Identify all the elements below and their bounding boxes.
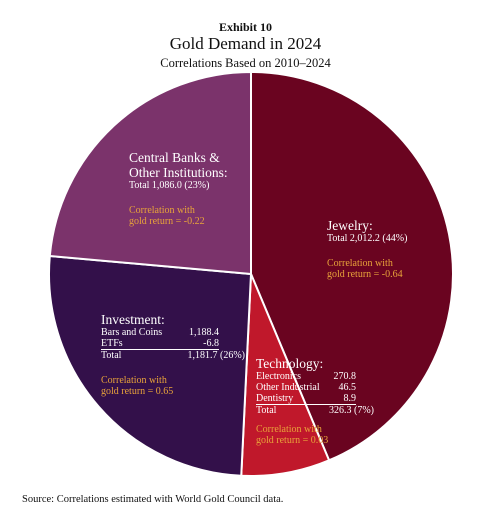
investment-label: Investment: Bars and Coins 1,188.4 ETFs … xyxy=(101,312,245,397)
technology-row-other: Other Industrial 46.5 xyxy=(256,382,374,393)
technology-heading: Technology: xyxy=(256,356,324,371)
investment-row-etfs: ETFs -6.8 xyxy=(101,338,219,350)
technology-total-value: 326.3 (7%) xyxy=(329,405,374,416)
jewelry-label: Jewelry: Total 2,012.2 (44%) Correlation… xyxy=(327,218,407,280)
technology-total-key: Total xyxy=(256,405,277,416)
investment-corr-line1: Correlation with xyxy=(101,375,167,386)
jewelry-corr-line2: gold return = -0.64 xyxy=(327,269,403,280)
investment-bars-value: 1,188.4 xyxy=(189,327,219,338)
central-banks-corr-line2: gold return = -0.22 xyxy=(129,216,205,227)
investment-total-value: 1,181.7 (26%) xyxy=(187,350,246,361)
source-note: Source: Correlations estimated with Worl… xyxy=(22,494,284,505)
investment-row-total: Total 1,181.7 (26%) xyxy=(101,350,245,361)
chart-title: Gold Demand in 2024 xyxy=(169,34,322,53)
jewelry-corr-line1: Correlation with xyxy=(327,258,393,269)
technology-corr-line1: Correlation with xyxy=(256,424,322,435)
technology-other-value: 46.5 xyxy=(338,382,357,393)
pie-slice-central-banks-other-institutions xyxy=(48,70,252,276)
technology-row-dentistry: Dentistry 8.9 xyxy=(256,393,356,405)
technology-dentistry-key: Dentistry xyxy=(256,393,294,404)
investment-etfs-value: -6.8 xyxy=(203,338,219,349)
investment-total-key: Total xyxy=(101,350,122,361)
investment-bars-key: Bars and Coins xyxy=(101,327,163,338)
investment-corr-line2: gold return = 0.65 xyxy=(101,386,174,397)
jewelry-heading: Jewelry: xyxy=(327,218,373,233)
central-banks-total: Total 1,086.0 (23%) xyxy=(129,180,210,191)
central-banks-heading-2: Other Institutions: xyxy=(129,165,228,180)
technology-corr-line2: gold return = 0.03 xyxy=(256,435,329,446)
technology-dentistry-value: 8.9 xyxy=(343,393,357,404)
pie-slice-investment xyxy=(48,254,253,477)
technology-electronics-value: 270.8 xyxy=(333,371,357,382)
technology-label: Technology: Electronics 270.8 Other Indu… xyxy=(256,356,374,446)
central-banks-heading-1: Central Banks & xyxy=(129,150,220,165)
investment-heading: Investment: xyxy=(101,312,165,327)
pie-slice-jewelry xyxy=(250,70,454,462)
investment-row-bars: Bars and Coins 1,188.4 xyxy=(101,327,245,338)
technology-row-electronics: Electronics 270.8 xyxy=(256,371,374,382)
technology-other-key: Other Industrial xyxy=(256,382,320,393)
jewelry-total: Total 2,012.2 (44%) xyxy=(327,233,408,244)
exhibit-label: Exhibit 10 xyxy=(218,20,272,34)
technology-row-total: Total 326.3 (7%) xyxy=(256,405,374,416)
central-banks-label: Central Banks & Other Institutions: Tota… xyxy=(129,150,228,227)
chart-subtitle: Correlations Based on 2010–2024 xyxy=(160,56,331,70)
technology-electronics-key: Electronics xyxy=(256,371,301,382)
investment-etfs-key: ETFs xyxy=(101,338,123,349)
central-banks-corr-line1: Correlation with xyxy=(129,205,195,216)
